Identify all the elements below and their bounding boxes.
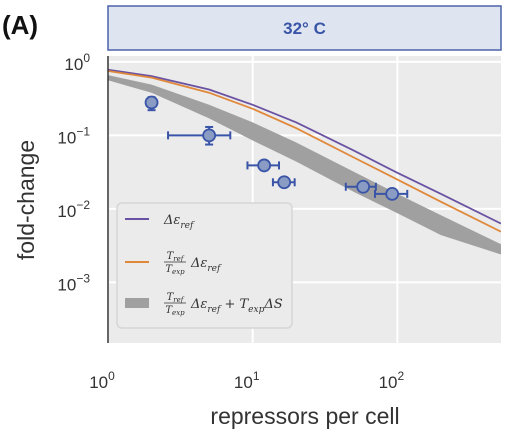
title-strip <box>107 5 502 51</box>
legend-frac-denominator: Texp <box>165 264 185 276</box>
data-point-group <box>246 158 281 173</box>
y-tick-label-base: 10 <box>57 202 76 221</box>
y-tick-label-base: 10 <box>57 275 76 294</box>
legend-label: Δεref + TexpΔS <box>190 297 283 315</box>
x-tick-label-base: 10 <box>379 373 398 392</box>
y-tick-label: 10−2 <box>57 198 90 221</box>
y-tick-label-exponent: −2 <box>76 198 90 212</box>
panel-label: (A) <box>2 10 38 40</box>
data-point-group <box>373 186 409 201</box>
x-tick-label-exponent: 2 <box>398 369 405 383</box>
clipped-marks <box>108 68 501 255</box>
data-point-group <box>167 125 232 146</box>
legend-frac-numerator: Tref <box>167 251 185 263</box>
x-tick-label: 100 <box>89 369 115 392</box>
data-point <box>257 158 272 173</box>
x-axis-label: repressors per cell <box>210 403 399 429</box>
x-tick-label-base: 10 <box>234 373 253 392</box>
x-tick-label: 102 <box>379 369 405 392</box>
legend-frac-denominator: Texp <box>165 305 185 317</box>
legend-frac-numerator: Tref <box>167 292 185 304</box>
legend-swatch-band <box>125 298 149 308</box>
data-point <box>277 175 292 190</box>
data-point-group <box>144 95 159 112</box>
y-tick-label-exponent: 0 <box>83 51 90 65</box>
data-point-group <box>344 179 377 194</box>
y-axis-label: fold-change <box>13 140 39 260</box>
data-point <box>202 128 217 143</box>
y-tick-label-exponent: −3 <box>76 271 90 285</box>
y-tick-label: 10−3 <box>57 271 90 294</box>
data-point-group <box>271 175 296 190</box>
legend-box <box>116 202 293 329</box>
data-point <box>356 179 371 194</box>
y-tick-label: 10−1 <box>57 124 90 147</box>
chart-marks <box>108 68 501 255</box>
legend-label: Δεref <box>163 213 195 231</box>
x-tick-label-base: 10 <box>89 373 108 392</box>
band-series <box>108 75 501 255</box>
x-tick-label: 101 <box>234 369 260 392</box>
legend-label: Δεref <box>190 256 222 274</box>
x-tick-label-exponent: 1 <box>253 369 260 383</box>
y-tick-label-exponent: −1 <box>76 124 90 138</box>
data-point <box>385 186 400 201</box>
y-tick-label-base: 10 <box>64 55 83 74</box>
y-tick-label-base: 10 <box>57 128 76 147</box>
data-point <box>144 95 159 110</box>
chart-title: 32° C <box>283 19 326 38</box>
x-tick-label-exponent: 0 <box>108 369 115 383</box>
line-series <box>108 68 501 225</box>
y-tick-label: 100 <box>64 51 90 74</box>
line-series <box>108 70 501 233</box>
